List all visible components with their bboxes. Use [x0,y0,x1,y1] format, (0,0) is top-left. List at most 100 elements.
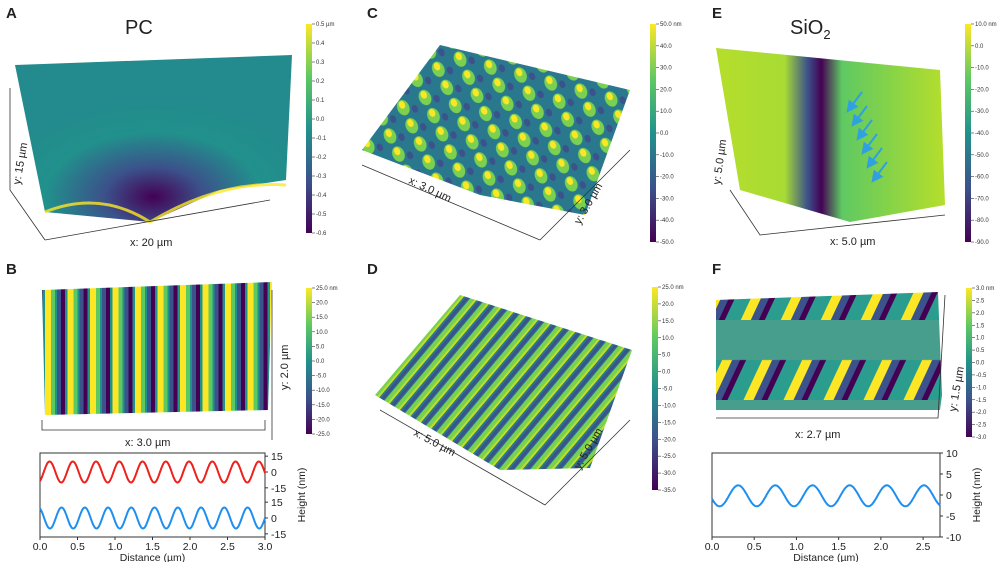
colorbar-tick-label: 20.0 [662,302,674,308]
colorbar-tick-label: -10.0 [660,153,674,159]
colorbar-tick-label: -80.0 [975,218,989,224]
colorbar-tick-label: 20.0 [316,301,328,307]
colorbar-tick-label: -0.1 [316,136,327,142]
colorbar-tick-label: 15.0 [316,315,328,321]
colorbar-tick-label: 0.2 [316,79,325,85]
colorbar-c: 50.0 nm 40.0 30.0 20.0 10.0 0.0 -10.0 -20.0 -30.… [650,22,682,246]
panel-e-y-axis-label: y: 5.0 µm [711,139,729,186]
colorbar-tick-label: 10.0 [662,336,674,342]
x-tick-label: 0.0 [705,541,720,553]
colorbar-gradient [965,24,971,242]
panel-b-surface [41,282,273,440]
x-tick-label: 1.0 [108,541,123,553]
colorbar-tick-label: -10.0 [316,388,330,394]
colorbar-tick-label: -1.5 [976,398,987,404]
colorbar-tick-label: -2.5 [976,423,987,429]
colorbar-tick-label: 2.5 [976,298,985,304]
x-tick-label: 1.5 [145,541,160,553]
y-tick-label: -15 [271,483,286,495]
x-tick-label: 2.0 [874,541,889,553]
panel-d-surface [375,295,632,506]
y-tick-label: 10 [946,448,958,460]
colorbar-tick-label: 5.0 [316,344,325,350]
colorbar-tick-label: -50.0 [660,240,674,246]
colorbar-tick-label: 10.0 [316,330,328,336]
colorbar-tick-label: -1.0 [976,385,987,391]
panel-label-b: B [6,261,17,278]
x-tick-label: 2.5 [220,541,235,553]
x-tick-label: 1.5 [831,541,846,553]
colorbar-a: 0.5 µm 0.4 0.3 0.2 0.1 0.0 -0.1 -0.2 -0.3 -0.4 -0.… [306,22,334,237]
colorbar-tick-label: 0.4 [316,41,325,47]
colorbar-tick-label: -50.0 [975,153,989,159]
x-axis-label: Distance (µm) [120,552,186,562]
line-plot-b: 0.0 0.5 1.0 1.5 2.0 2.5 3.0 Distance (µm) 15 0 -15… [33,451,308,562]
colorbar-tick-label: 1.5 [976,323,985,329]
colorbar-tick-label: -25.0 [662,454,676,460]
colorbar-tick-label: -30.0 [660,196,674,202]
colorbar-tick-label: -60.0 [975,175,989,181]
y-tick-label: -5 [946,511,955,523]
y-tick-label: 15 [271,497,283,509]
colorbar-tick-label: 3.0 nm [976,286,994,292]
panel-b-x-axis-label: x: 3.0 µm [125,437,170,449]
colorbar-tick-label: 20.0 [660,87,672,93]
colorbar-gradient [966,288,972,437]
panel-a-y-axis-label: y: 15 µm [11,142,30,186]
colorbar-tick-label: 0.3 [316,60,325,66]
colorbar-tick-label: -2.0 [976,410,987,416]
panel-c-surface [361,45,631,241]
panel-f-surface [716,292,946,419]
colorbar-b: 25.0 nm 20.0 15.0 10.0 5.0 0.0 -5.0 -10.0 -15.0 -… [306,286,338,438]
arrow-icons [846,91,888,183]
colorbar-tick-label: -40.0 [660,218,674,224]
y-tick-label: 0 [271,513,277,525]
x-tick-label: 3.0 [258,541,273,553]
series-line-2 [39,506,266,530]
colorbar-tick-label: 25.0 nm [316,286,338,292]
x-tick-label: 0.5 [747,541,762,553]
colorbar-tick-label: -0.5 [976,373,987,379]
panel-label-f: F [712,261,721,278]
colorbar-tick-label: -20.0 [316,417,330,423]
x-tick-label: 0.0 [33,541,48,553]
x-tick-label: 1.0 [789,541,804,553]
panel-e-title: SiO2 [790,17,831,42]
colorbar-gradient [652,287,658,490]
panel-e-x-axis-label: x: 5.0 µm [830,236,875,248]
colorbar-tick-label: -0.5 [316,212,327,218]
colorbar-gradient [306,24,312,233]
colorbar-tick-label: 0.0 [662,370,671,376]
y-axis-label: Height (nm) [296,468,308,523]
colorbar-tick-label: 1.0 [976,336,985,342]
colorbar-gradient [306,288,312,434]
colorbar-tick-label: -15.0 [316,403,330,409]
colorbar-tick-label: -15.0 [662,420,676,426]
colorbar-tick-label: 5.0 [662,353,671,359]
panel-f-x-axis-label: x: 2.7 µm [795,429,840,441]
colorbar-tick-label: -90.0 [975,240,989,246]
y-tick-label: 5 [946,469,952,481]
colorbar-tick-label: 0.0 [660,131,669,137]
x-axis-label: Distance (µm) [793,552,859,562]
colorbar-f: 3.0 nm 2.5 2.0 1.5 1.0 0.5 0.0 -0.5 -1.0 -1.5 -2.0… [966,286,994,441]
colorbar-tick-label: -0.2 [316,155,327,161]
colorbar-tick-label: 0.0 [316,359,325,365]
colorbar-tick-label: -35.0 [662,488,676,494]
colorbar-tick-label: -5.0 [316,374,327,380]
colorbar-tick-label: 10.0 [660,109,672,115]
series-line-1 [39,460,266,484]
colorbar-tick-label: -30.0 [662,471,676,477]
panel-f-y-axis-label: y: 1.5 µm [947,366,967,413]
colorbar-tick-label: -3.0 [976,435,987,441]
panel-b-y-axis-label: y: 2.0 µm [279,345,291,390]
colorbar-tick-label: -30.0 [975,109,989,115]
colorbar-gradient [650,24,656,242]
colorbar-tick-label: -20.0 [975,87,989,93]
x-tick-label: 2.0 [183,541,198,553]
colorbar-tick-label: -0.3 [316,174,327,180]
colorbar-tick-label: 0.0 [316,117,325,123]
colorbar-tick-label: 30.0 [660,66,672,72]
colorbar-tick-label: -20.0 [660,175,674,181]
